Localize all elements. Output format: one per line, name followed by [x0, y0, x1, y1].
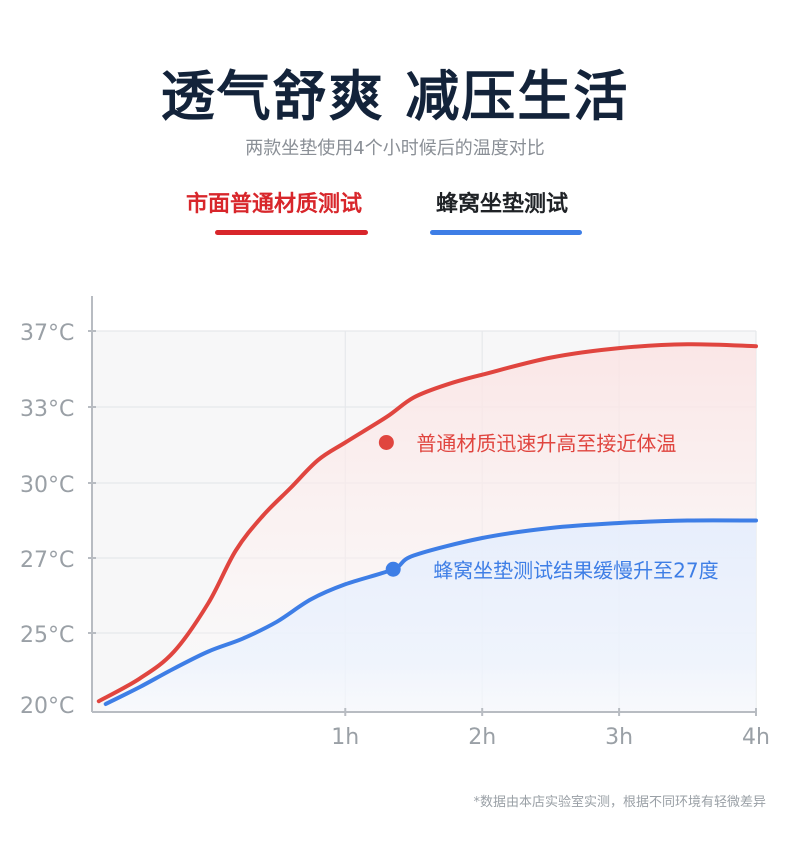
- series-areas: [98, 344, 757, 712]
- series-line-honeycomb-cushion: [103, 518, 758, 706]
- annotation-regular-material: 普通材质迅速升高至接近体温: [416, 431, 676, 455]
- x-tick-label-1: 2h: [468, 725, 496, 750]
- legend-label-honeycomb-cushion: 蜂窝坐垫测试: [436, 192, 569, 217]
- annotation-honeycomb-cushion: 蜂窝坐垫测试结果缓慢升至27度: [433, 558, 718, 582]
- series-line-regular-material: [96, 342, 758, 704]
- y-tick-label-3: 30°C: [20, 473, 74, 498]
- page-title: 透气舒爽 减压生活: [160, 65, 630, 128]
- footnote: *数据由本店实验室实测，根据不同环境有轻微差异: [473, 795, 766, 810]
- x-tick-label-0: 1h: [331, 725, 359, 750]
- y-tick-label-1: 25°C: [20, 623, 74, 648]
- legend-swatch-red: [215, 230, 368, 235]
- legend-swatch-blue: [430, 230, 582, 235]
- y-tick-label-5: 37°C: [20, 321, 74, 346]
- page-subtitle: 两款坐垫使用4个小时候后的温度对比: [245, 138, 545, 159]
- axes: [88, 296, 757, 716]
- x-tick-label-3: 4h: [742, 725, 770, 750]
- y-tick-label-2: 27°C: [20, 548, 74, 573]
- tick-labels: 20°C 25°C 27°C 30°C 33°C 37°C 1h 2h 3h 4h: [20, 321, 770, 750]
- y-tick-label-4: 33°C: [20, 397, 74, 422]
- legend-item-honeycomb-cushion: 蜂窝坐垫测试: [430, 186, 582, 235]
- series-marker-honeycomb-cushion: [385, 561, 401, 577]
- y-tick-label-0: 20°C: [20, 694, 74, 719]
- legend-label-regular-material: 市面普通材质测试: [186, 192, 363, 217]
- x-tick-label-2: 3h: [605, 725, 633, 750]
- legend-item-regular-material: 市面普通材质测试: [186, 186, 368, 235]
- area-honeycomb-cushion: [105, 520, 756, 712]
- series-marker-regular-material: [378, 434, 394, 450]
